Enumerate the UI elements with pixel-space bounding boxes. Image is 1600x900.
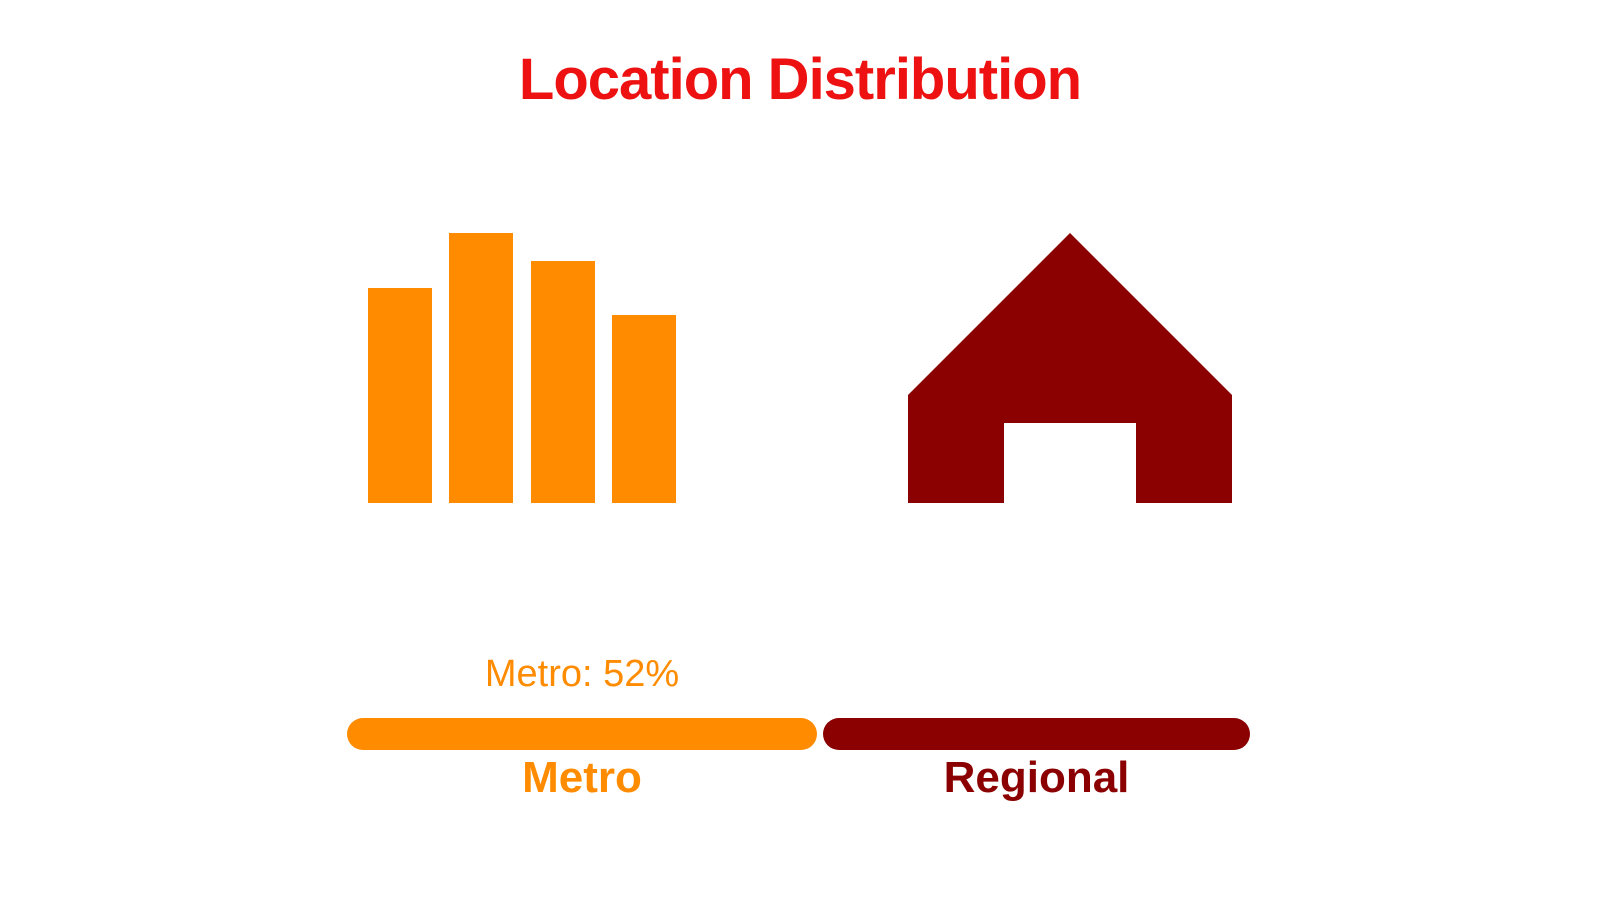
metro-bar-segment <box>347 718 817 750</box>
bar-chart-icon-bar <box>368 288 432 503</box>
metro-label: Metro <box>522 753 642 802</box>
bar-chart-icon <box>368 233 676 503</box>
bar-chart-icon-bar <box>530 261 595 503</box>
house-icon <box>908 233 1232 503</box>
metro-percentage-label: Metro: 52% <box>484 653 680 695</box>
regional-label: Regional <box>943 753 1130 802</box>
bar-chart-icon-bar <box>449 233 514 503</box>
regional-bar-segment <box>822 718 1250 750</box>
page-title: Location Distribution <box>518 47 1082 112</box>
bar-chart-icon-bar <box>611 315 676 503</box>
distribution-bar <box>347 718 1250 750</box>
